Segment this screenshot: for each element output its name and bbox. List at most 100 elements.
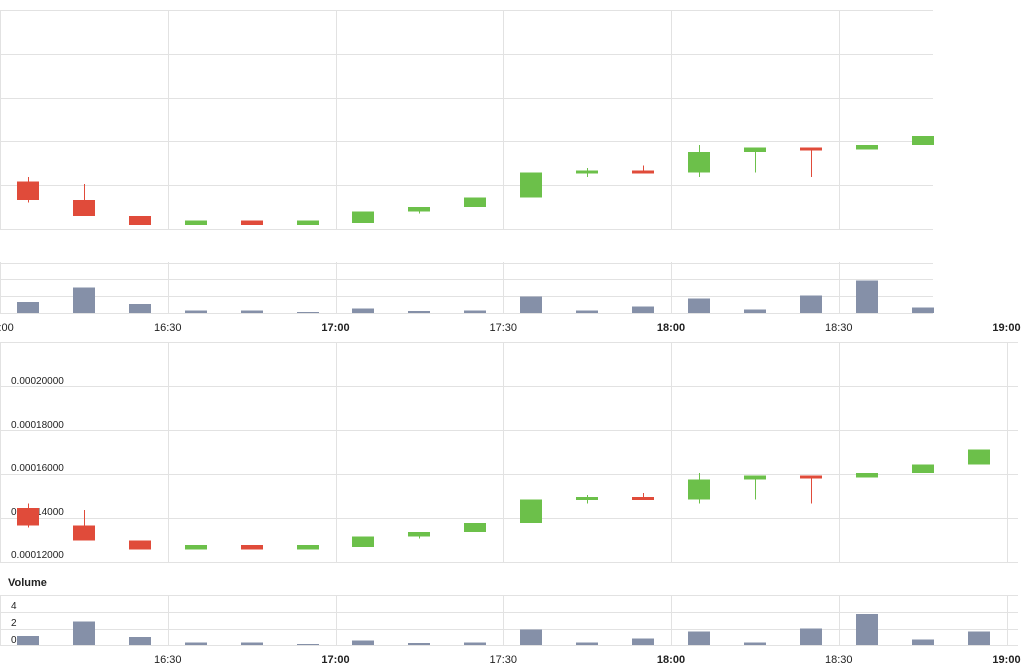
candle-up: [688, 479, 710, 500]
volume-bar: [632, 638, 654, 645]
volume-bar: [408, 311, 430, 313]
x-tick-label: 16:00: [0, 322, 14, 334]
candle-up: [464, 197, 486, 207]
candle-up: [408, 206, 430, 212]
top-volume-grid: [0, 262, 933, 314]
top-price-grid: [0, 10, 933, 230]
price-tick-label: 0.00012000: [11, 550, 64, 561]
volume-bar: [800, 628, 822, 645]
x-tick-label: 18:30: [825, 322, 853, 334]
x-tick-label: 16:30: [154, 654, 182, 666]
volume-bar: [520, 296, 542, 313]
candle-up: [185, 220, 207, 226]
candle-up: [185, 544, 207, 550]
volume-bar: [464, 642, 486, 645]
candle-down: [632, 170, 654, 174]
volume-bar: [632, 306, 654, 313]
candle-up: [297, 544, 319, 550]
x-tick-label: 17:30: [489, 322, 517, 334]
volume-bar: [241, 642, 263, 645]
candle-up: [744, 147, 766, 152]
volume-bar: [408, 643, 430, 645]
candle-down: [800, 475, 822, 479]
candle-up: [856, 145, 878, 150]
volume-bar: [129, 303, 151, 313]
x-tick-label: 18:00: [657, 322, 685, 334]
candle-up: [968, 449, 990, 465]
x-tick-label: 19:00: [992, 654, 1020, 666]
volume-bar: [688, 631, 710, 645]
top-x-axis-labels: 16:0016:3017:0017:3018:0018:3019:0019:30…: [0, 322, 1021, 334]
volume-bar: [576, 310, 598, 313]
volume-bar: [241, 310, 263, 313]
volume-bar: [968, 631, 990, 645]
x-tick-label: 17:00: [321, 654, 349, 666]
price-tick-label: 0.00020000: [11, 376, 64, 387]
volume-bar: [297, 644, 319, 645]
x-tick-label: 18:00: [657, 654, 685, 666]
candle-up: [688, 152, 710, 173]
volume-tick-label: 0: [11, 635, 17, 646]
candle-up: [912, 136, 934, 146]
bottom-candles: [17, 449, 990, 550]
candle-up: [576, 497, 598, 501]
volume-bar: [800, 295, 822, 313]
volume-bar: [185, 310, 207, 313]
volume-bar: [17, 302, 39, 313]
volume-bar: [185, 642, 207, 645]
x-tick-label: 19:00: [992, 322, 1020, 334]
x-tick-label: 17:00: [321, 322, 349, 334]
x-tick-label: 17:30: [489, 654, 517, 666]
top-volume-bars: [17, 280, 934, 313]
volume-bar: [856, 614, 878, 645]
candle-down: [73, 200, 95, 216]
volume-bar: [352, 640, 374, 645]
candle-up: [576, 170, 598, 174]
x-tick-label: 18:30: [825, 654, 853, 666]
volume-bar: [912, 307, 934, 313]
candle-down: [241, 544, 263, 550]
candle-up: [352, 211, 374, 223]
volume-bar: [576, 642, 598, 645]
candle-down: [800, 147, 822, 151]
candle-up: [856, 473, 878, 478]
candle-up: [520, 499, 542, 524]
candle-up: [912, 464, 934, 474]
volume-bar: [129, 636, 151, 645]
volume-bar: [297, 312, 319, 313]
candle-down: [129, 540, 151, 550]
volume-bar: [856, 280, 878, 313]
x-tick-label: 16:30: [154, 322, 182, 334]
volume-bar: [912, 639, 934, 645]
bottom-volume-axis-labels: 4 2 0: [11, 601, 17, 646]
volume-bar: [17, 635, 39, 645]
candle-down: [241, 220, 263, 226]
volume-bar: [688, 298, 710, 313]
volume-title: Volume: [8, 577, 47, 589]
candle-down: [632, 497, 654, 501]
candle-down: [129, 216, 151, 226]
bottom-x-axis-labels: 16:3017:0017:3018:0018:3019:0019:3020:00…: [154, 654, 1021, 666]
bottom-volume-grid: [0, 595, 1018, 646]
price-tick-label: 0.00018000: [11, 420, 64, 431]
top-chart-panel: 16:0016:3017:0017:3018:0018:3019:0019:30…: [0, 10, 1021, 334]
bottom-price-axis-labels: 0.000200000.000180000.000160000.00014000…: [11, 376, 64, 561]
candle-up: [464, 523, 486, 532]
top-candles: [17, 136, 934, 226]
candle-up: [744, 475, 766, 480]
volume-bar: [744, 642, 766, 645]
candle-down: [73, 525, 95, 541]
bottom-volume-bars: [17, 614, 990, 645]
volume-bar: [464, 310, 486, 313]
volume-bar: [520, 629, 542, 645]
volume-bar: [352, 308, 374, 313]
volume-bar: [73, 621, 95, 645]
candle-up: [408, 531, 430, 537]
volume-tick-label: 4: [11, 601, 17, 612]
bottom-price-grid: [0, 342, 1018, 563]
price-tick-label: 0.00016000: [11, 463, 64, 474]
candle-down: [17, 507, 39, 526]
candle-up: [352, 536, 374, 548]
volume-bar: [73, 287, 95, 313]
